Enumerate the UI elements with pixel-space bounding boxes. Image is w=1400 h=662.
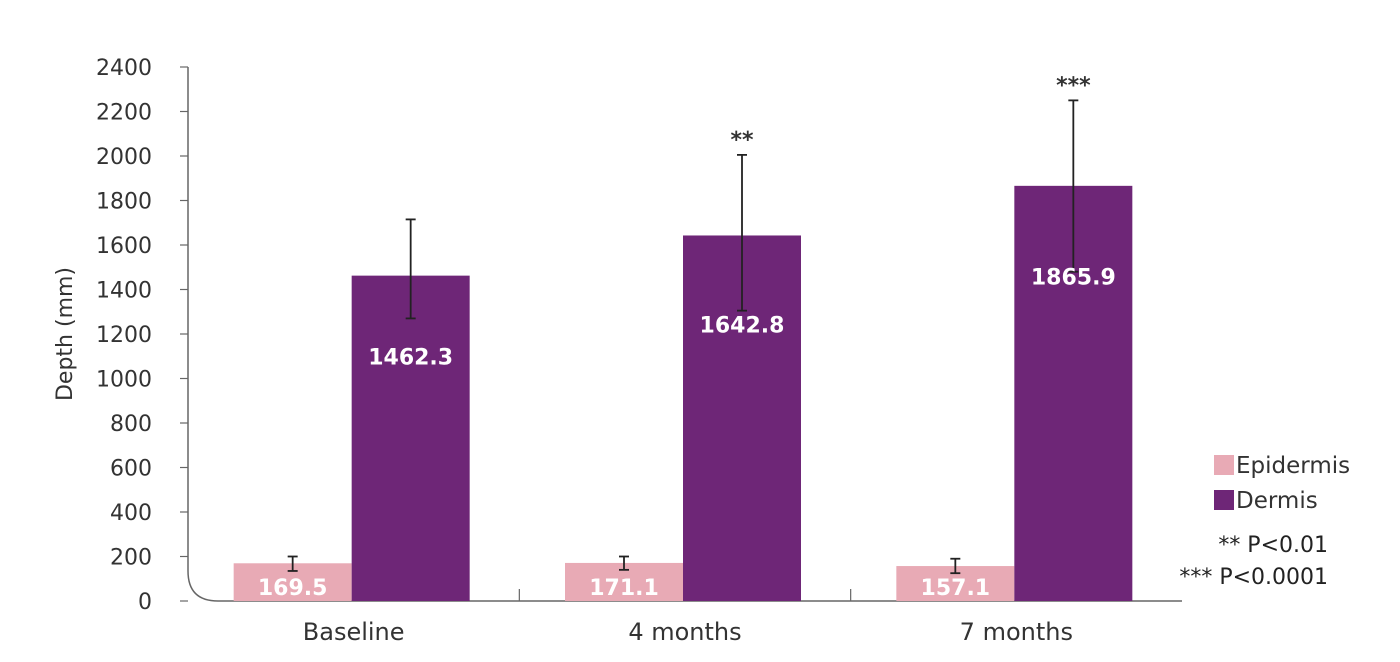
y-tick-label: 1400 <box>96 279 152 304</box>
y-tick-label: 400 <box>110 501 152 526</box>
axis-line <box>187 67 1182 602</box>
y-tick-label: 2200 <box>96 101 152 126</box>
y-tick-label: 1000 <box>96 368 152 393</box>
significance-marker: *** <box>1056 73 1091 98</box>
legend-swatch <box>1214 490 1234 510</box>
data-label: 157.1 <box>921 576 991 601</box>
significance-note: ** P<0.01 <box>1218 533 1328 558</box>
y-tick-label: 0 <box>138 590 152 615</box>
y-tick-label: 1600 <box>96 234 152 259</box>
y-tick-label: 2000 <box>96 145 152 170</box>
y-tick-label: 600 <box>110 457 152 482</box>
legend-label: Dermis <box>1236 488 1318 514</box>
bars: 169.5 1462.3 171.1 1642.8 ** 157.1 1865.9 *** <box>233 73 1133 602</box>
y-tick-label: 1200 <box>96 323 152 348</box>
legend: Epidermis Dermis ** P<0.01 *** P<0.0001 <box>1179 453 1350 590</box>
data-label: 171.1 <box>589 576 659 601</box>
y-tick-label: 200 <box>110 546 152 571</box>
legend-swatch <box>1214 455 1234 475</box>
data-label: 1462.3 <box>368 346 453 371</box>
data-label: 169.5 <box>258 576 328 601</box>
data-label: 1865.9 <box>1031 266 1116 291</box>
y-tick-label: 1800 <box>96 190 152 215</box>
significance-marker: ** <box>730 128 754 153</box>
legend-label: Epidermis <box>1236 453 1350 479</box>
significance-note: *** P<0.0001 <box>1179 565 1328 590</box>
axes: 0 200 400 600 800 1000 1200 1400 1600 1800 2000 220… <box>53 56 1182 646</box>
bar-dermis <box>351 275 470 601</box>
y-axis-title: Depth (mm) <box>53 267 78 401</box>
y-tick-label: 2400 <box>96 56 152 81</box>
x-tick-label: 4 months <box>628 618 741 646</box>
x-tick-label: 7 months <box>960 618 1073 646</box>
x-tick-label: Baseline <box>303 618 405 646</box>
data-label: 1642.8 <box>700 314 785 339</box>
y-tick-label: 800 <box>110 412 152 437</box>
